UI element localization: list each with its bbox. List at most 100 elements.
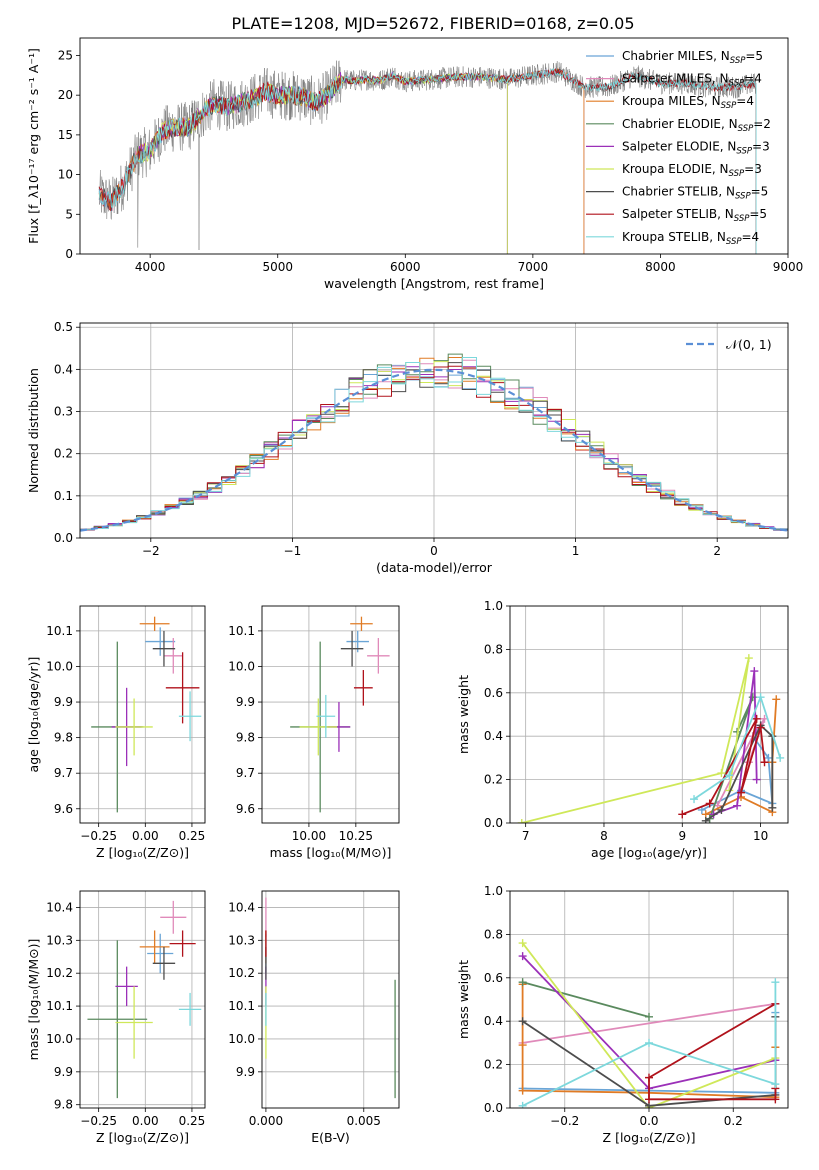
axes-frame [261,890,400,1109]
panel-age_vs_mass: 10.00 10.25 9.6 9.7 9.8 9.9 10.0 10.1 mass [log₁… [228,605,400,860]
y-tick-label: 10.1 [46,624,73,638]
x-tick-label: 0.000 [249,1114,283,1128]
weight-line [693,694,782,800]
legend-label-sub: SSP [729,79,745,89]
legend-label-tail: =5 [751,185,769,199]
x-tick-label: 0.2 [724,1114,743,1128]
y-axis-label: mass weight [456,960,471,1039]
weight-point [733,801,742,810]
weight-point [678,810,687,819]
legend-label: Chabrier ELODIE, NSSP=2 [622,117,771,134]
weight-point [518,978,527,987]
x-tick-label: 5000 [262,260,293,274]
y-tick-label: 0.0 [54,531,73,545]
y-tick-label: 0.6 [484,686,503,700]
normal-curve [80,368,788,532]
legend-label: Salpeter STELIB, NSSP=5 [622,207,767,224]
plot-area [262,891,399,1108]
x-tick-label: 2 [713,544,721,558]
x-tick-label: −0.25 [80,1114,117,1128]
axes-frame [509,890,789,1109]
legend-label-sub: SSP [730,56,746,66]
weight-point [750,667,759,676]
weight-point [518,1101,527,1108]
legend-label-tail: =4 [736,94,754,108]
y-tick-label: 1.0 [484,884,503,898]
y-tick-label: 9.8 [54,731,73,745]
x-axis-label: E(B-V) [311,1130,350,1145]
x-tick-label: 10.25 [339,829,373,843]
weight-line [521,942,776,1108]
plot-area [80,891,205,1108]
y-tick-label: 0.2 [484,773,503,787]
y-axis-label: age [log₁₀(age/yr)] [26,657,41,773]
legend-label: Chabrier MILES, NSSP=5 [622,49,763,66]
y-tick-label: 10.0 [46,659,73,673]
weight-point [771,1080,780,1089]
y-tick-label: 0.8 [484,642,503,656]
weight-point [756,723,765,732]
y-tick-label: 10.1 [228,624,255,638]
axes-frame [79,605,206,824]
legend-label-main: Chabrier ELODIE, N [622,117,738,131]
weight-point [645,1038,653,1047]
y-tick-label: 10.2 [228,966,255,980]
x-tick-label: −1 [284,544,302,558]
legend-label: 𝒩(0, 1) [726,337,772,352]
weight-point [645,1073,653,1082]
panel-mass_vs_EBV: 0.000 0.005 9.9 10.0 10.1 10.2 10.3 10.4 E(B-V) [228,890,400,1145]
x-tick-label: 9000 [773,260,804,274]
weight-line [522,982,777,1107]
y-tick-label: 10.0 [46,1032,73,1046]
weight-point [645,1012,653,1021]
weight-point [744,654,753,663]
y-tick-label: 10.2 [46,966,73,980]
weight-point [725,771,734,780]
weight-point [771,1095,780,1104]
legend-label-sub: SSP [735,192,751,202]
y-tick-label: 0.6 [484,971,503,985]
y-tick-label: 10.4 [46,900,73,914]
plot-area [98,60,757,254]
x-tick-label: 6000 [390,260,421,274]
plot-area [510,606,788,823]
x-tick-label: 0.25 [179,1114,206,1128]
weight-point [737,788,746,797]
model-spectrum-line [98,67,756,212]
weight-point [517,819,526,823]
y-tick-label: 10.1 [228,999,255,1013]
x-tick-label: 0.00 [132,1114,159,1128]
legend-label-sub: SSP [736,146,752,156]
legend-label: Chabrier STELIB, NSSP=5 [622,185,768,202]
x-axis-label: age [log₁₀(age/yr)] [591,845,707,860]
y-tick-label: 10.3 [46,933,73,947]
y-tick-label: 0.3 [54,405,73,419]
model-spectrum-line [98,67,756,209]
y-tick-label: 0.0 [484,816,503,830]
axes-frame [261,605,400,824]
figure-title: PLATE=1208, MJD=52672, FIBERID=0168, z=0… [231,14,634,33]
legend-label: Salpeter MILES, NSSP=4 [622,72,762,89]
weight-point [776,753,785,762]
legend-label-tail: =4 [742,230,760,244]
x-axis-label: Z [log₁₀(Z/Z⊙)] [603,1130,696,1145]
legend-label-tail: =5 [749,207,767,221]
weight-line [681,718,766,816]
weight-point [768,803,777,812]
weight-point [752,714,761,723]
legend-label-sub: SSP [726,237,742,247]
y-tick-label: 0 [65,247,73,261]
x-axis-label: mass [log₁₀(M/M⊙)] [270,845,392,860]
plot-area [262,606,399,823]
y-tick-label: 9.9 [54,1065,73,1079]
legend-label: Kroupa ELODIE, NSSP=3 [622,162,762,179]
weight-point [717,805,726,814]
x-axis-label: wavelength [Angstrom, rest frame] [324,276,544,291]
legend-label-main: Kroupa ELODIE, N [622,162,729,176]
y-axis-label: Flux [f_λ10⁻¹⁷ erg cm⁻² s⁻¹ A⁻¹] [26,48,41,244]
x-axis-label: Z [log₁₀(Z/Z⊙)] [96,845,189,860]
y-tick-label: 25 [58,48,73,62]
y-tick-label: 5 [65,207,73,221]
x-tick-label: 1 [572,544,580,558]
axes-frame [509,605,789,824]
